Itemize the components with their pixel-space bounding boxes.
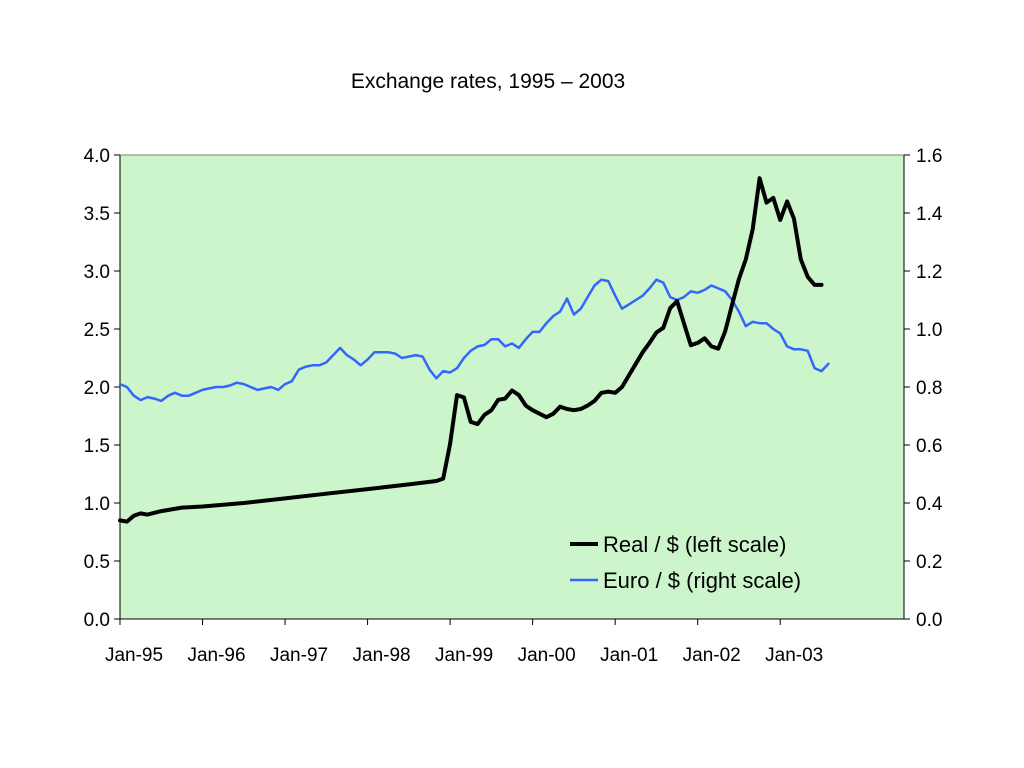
right-tick-label: 1.2 — [916, 262, 942, 283]
right-tick-label: 0.0 — [916, 610, 942, 631]
x-tick-label: Jan-95 — [105, 645, 163, 666]
x-tick-label: Jan-03 — [765, 645, 823, 666]
right-tick-label: 0.6 — [916, 436, 942, 457]
right-tick-label: 1.4 — [916, 204, 943, 225]
left-tick-label: 1.0 — [84, 494, 110, 515]
left-tick-label: 3.5 — [84, 204, 110, 225]
right-tick-label: 0.4 — [916, 494, 943, 515]
right-tick-label: 1.6 — [916, 146, 942, 167]
left-tick-label: 2.0 — [84, 378, 110, 399]
x-tick-label: Jan-01 — [600, 645, 658, 666]
chart-title: Exchange rates, 1995 – 2003 — [350, 70, 626, 93]
left-tick-label: 1.5 — [84, 436, 110, 457]
series-line-euro — [118, 278, 830, 403]
x-tick-label: Jan-98 — [353, 645, 411, 666]
series-line-real — [118, 176, 824, 524]
x-tick-label: Jan-96 — [187, 645, 245, 666]
x-tick-label: Jan-97 — [270, 645, 328, 666]
left-tick-label: 3.0 — [84, 262, 110, 283]
x-tick-label: Jan-02 — [683, 645, 741, 666]
legend-entry-real-label: Real / $ (left scale) — [603, 532, 786, 557]
left-tick-label: 0.5 — [84, 552, 110, 573]
x-tick-label: Jan-00 — [518, 645, 576, 666]
left-tick-label: 4.0 — [84, 146, 110, 167]
legend: Real / $ (left scale) Euro / $ (right sca… — [570, 532, 801, 593]
x-tick-label: Jan-99 — [435, 645, 493, 666]
left-tick-label: 2.5 — [84, 320, 110, 341]
series-layer — [118, 176, 830, 524]
right-tick-label: 0.8 — [916, 378, 942, 399]
left-tick-label: 0.0 — [84, 610, 110, 631]
right-tick-label: 1.0 — [916, 320, 942, 341]
right-tick-label: 0.2 — [916, 552, 942, 573]
legend-entry-euro-label: Euro / $ (right scale) — [603, 568, 801, 593]
axes: 0.0 0.5 1.0 1.5 2.0 2.5 3.0 3.5 4.0 0.0 0.2 0.4 0.6 0… — [84, 146, 943, 666]
